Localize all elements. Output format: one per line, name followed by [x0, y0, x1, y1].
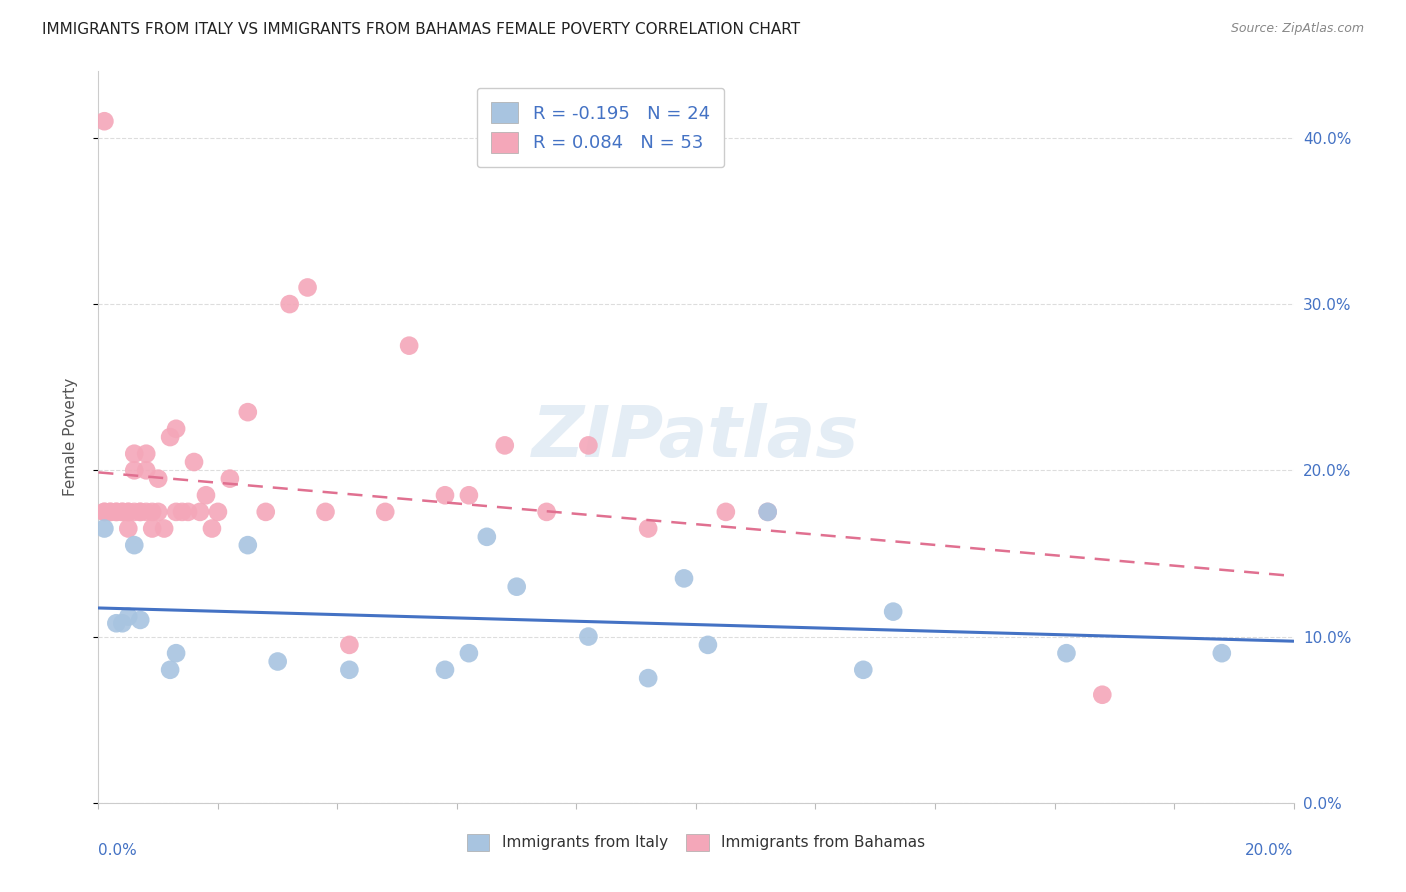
- Point: [105, 505, 128, 519]
- Point: [129, 505, 152, 519]
- Text: 0.0%: 0.0%: [98, 843, 138, 858]
- Y-axis label: Female Poverty: Female Poverty: [63, 378, 77, 496]
- Point: [148, 505, 170, 519]
- Point: [756, 505, 779, 519]
- Point: [129, 613, 152, 627]
- Point: [506, 580, 529, 594]
- Point: [93, 521, 115, 535]
- Point: [339, 638, 361, 652]
- Point: [111, 616, 134, 631]
- Point: [756, 505, 779, 519]
- Point: [111, 505, 134, 519]
- Point: [165, 422, 187, 436]
- Point: [673, 571, 696, 585]
- Point: [117, 609, 139, 624]
- Point: [398, 338, 420, 352]
- Point: [93, 505, 115, 519]
- Point: [98, 505, 122, 519]
- Point: [637, 521, 659, 535]
- Point: [124, 463, 146, 477]
- Point: [111, 505, 134, 519]
- Legend: Immigrants from Italy, Immigrants from Bahamas: Immigrants from Italy, Immigrants from B…: [460, 828, 932, 857]
- Point: [578, 630, 600, 644]
- Point: [219, 472, 242, 486]
- Point: [697, 638, 720, 652]
- Point: [105, 616, 128, 631]
- Point: [165, 505, 187, 519]
- Point: [1211, 646, 1233, 660]
- Point: [714, 505, 737, 519]
- Point: [536, 505, 558, 519]
- Point: [117, 505, 139, 519]
- Point: [188, 505, 211, 519]
- Point: [207, 505, 229, 519]
- Point: [637, 671, 659, 685]
- Text: IMMIGRANTS FROM ITALY VS IMMIGRANTS FROM BAHAMAS FEMALE POVERTY CORRELATION CHAR: IMMIGRANTS FROM ITALY VS IMMIGRANTS FROM…: [42, 22, 800, 37]
- Point: [458, 488, 481, 502]
- Point: [135, 505, 157, 519]
- Point: [236, 538, 259, 552]
- Text: 20.0%: 20.0%: [1246, 843, 1294, 858]
- Point: [578, 438, 600, 452]
- Point: [124, 505, 146, 519]
- Point: [148, 472, 170, 486]
- Point: [153, 521, 176, 535]
- Point: [124, 447, 146, 461]
- Point: [1056, 646, 1078, 660]
- Point: [236, 405, 259, 419]
- Point: [278, 297, 301, 311]
- Point: [93, 114, 115, 128]
- Point: [852, 663, 875, 677]
- Point: [374, 505, 396, 519]
- Point: [339, 663, 361, 677]
- Text: ZIPatlas: ZIPatlas: [533, 402, 859, 472]
- Point: [177, 505, 200, 519]
- Point: [267, 655, 290, 669]
- Point: [1091, 688, 1114, 702]
- Point: [165, 646, 187, 660]
- Point: [434, 488, 457, 502]
- Point: [475, 530, 498, 544]
- Point: [172, 505, 194, 519]
- Point: [135, 447, 157, 461]
- Point: [105, 505, 128, 519]
- Point: [183, 455, 205, 469]
- Point: [141, 505, 163, 519]
- Point: [129, 505, 152, 519]
- Point: [159, 663, 181, 677]
- Point: [315, 505, 337, 519]
- Point: [93, 505, 115, 519]
- Point: [195, 488, 218, 502]
- Point: [297, 280, 319, 294]
- Text: Source: ZipAtlas.com: Source: ZipAtlas.com: [1230, 22, 1364, 36]
- Point: [124, 538, 146, 552]
- Point: [117, 505, 139, 519]
- Point: [201, 521, 224, 535]
- Point: [159, 430, 181, 444]
- Point: [98, 505, 122, 519]
- Point: [117, 521, 139, 535]
- Point: [882, 605, 904, 619]
- Point: [458, 646, 481, 660]
- Point: [254, 505, 277, 519]
- Point: [135, 463, 157, 477]
- Point: [434, 663, 457, 677]
- Point: [494, 438, 516, 452]
- Point: [141, 521, 163, 535]
